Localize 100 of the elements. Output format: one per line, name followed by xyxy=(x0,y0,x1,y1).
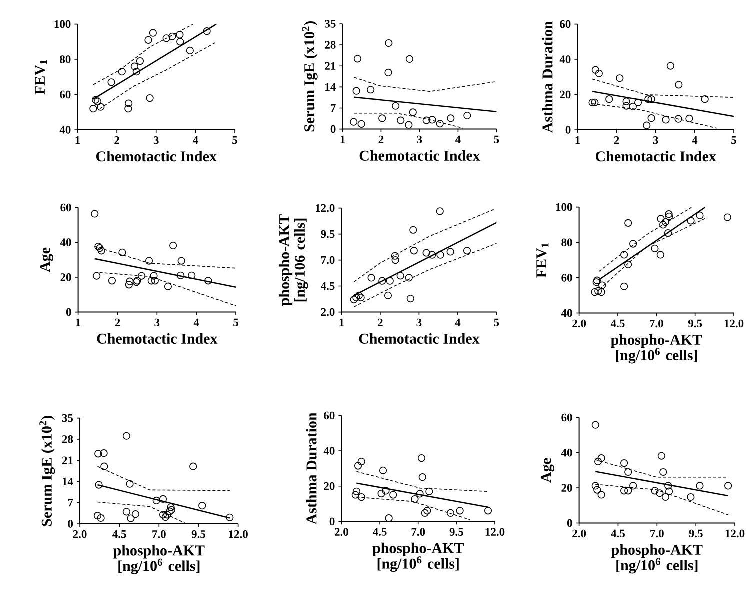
point xyxy=(436,208,444,216)
point xyxy=(198,502,206,510)
point xyxy=(132,510,140,518)
point xyxy=(358,120,366,128)
x-tick-label: 4.5 xyxy=(373,528,387,536)
point xyxy=(428,251,436,259)
point xyxy=(358,494,366,502)
point xyxy=(622,98,630,106)
y-tick-label: 0 xyxy=(566,126,571,134)
y-tick-label: 60 xyxy=(60,90,71,99)
point xyxy=(620,282,628,290)
x-tick-label: 4 xyxy=(194,318,200,326)
point xyxy=(594,458,602,466)
point xyxy=(620,251,628,259)
point xyxy=(92,96,100,104)
point xyxy=(386,277,394,285)
point xyxy=(144,36,152,44)
x-tick-label: 9.5 xyxy=(450,528,464,536)
y-axis-title: Asthma Duration xyxy=(542,21,553,134)
point xyxy=(656,251,664,259)
point xyxy=(634,98,642,106)
x-tick-label: 1 xyxy=(576,136,580,144)
point xyxy=(463,247,472,255)
point xyxy=(93,272,101,280)
line-series xyxy=(354,243,498,308)
point xyxy=(352,491,360,499)
point xyxy=(352,87,360,95)
point xyxy=(150,272,158,280)
point xyxy=(396,272,404,280)
x-tick-label: 3 xyxy=(154,136,159,144)
y-tick-label: 60 xyxy=(562,414,572,422)
y-tick-label: 35 xyxy=(325,20,336,28)
point xyxy=(108,277,116,285)
point xyxy=(406,294,414,303)
x-tick-label: 12.0 xyxy=(724,320,744,328)
point xyxy=(696,212,704,220)
point xyxy=(96,244,104,252)
point xyxy=(624,219,632,227)
point xyxy=(204,277,212,285)
y-tick-label: 14 xyxy=(62,478,74,486)
point xyxy=(98,247,106,255)
point xyxy=(350,118,358,126)
y-tick-label: 35 xyxy=(62,414,74,422)
point xyxy=(162,514,170,522)
point xyxy=(118,248,126,256)
point xyxy=(108,78,116,86)
y-tick-label: 80 xyxy=(562,238,572,246)
line-series xyxy=(354,208,496,283)
point xyxy=(598,288,606,296)
point xyxy=(657,215,665,223)
y-tick-label: 100 xyxy=(54,20,71,28)
x-axis-title: phospho-AKT [ng/10$^{6}$ cells] xyxy=(611,544,703,574)
x-tick-label: 12.0 xyxy=(726,530,745,538)
point xyxy=(176,31,184,39)
point xyxy=(392,256,400,264)
point xyxy=(446,509,455,518)
x-tick-label: 2.0 xyxy=(73,530,87,538)
point xyxy=(130,62,139,70)
y-tick-label: 0 xyxy=(330,125,336,134)
x-tick-label: 1 xyxy=(340,318,344,326)
point xyxy=(464,112,472,120)
point xyxy=(164,511,172,519)
x-axis-title: Chemotactic Index xyxy=(359,333,480,344)
point xyxy=(666,62,674,70)
y-tick-label: 0 xyxy=(68,520,74,528)
x-tick-label: 4 xyxy=(455,136,461,144)
line-series xyxy=(100,42,217,110)
point xyxy=(188,272,196,280)
point xyxy=(422,249,430,257)
point xyxy=(701,96,709,104)
point xyxy=(355,292,363,300)
point xyxy=(484,507,492,515)
x-tick-label: 2.0 xyxy=(572,530,586,538)
point xyxy=(724,214,732,222)
y-tick-label: 100 xyxy=(556,203,572,212)
point xyxy=(397,116,405,124)
x-axis-title: Chemotactic Index xyxy=(96,151,217,162)
point xyxy=(664,482,672,490)
point xyxy=(724,482,732,490)
point xyxy=(392,102,400,110)
y-tick-label: 2.0 xyxy=(321,308,335,316)
point xyxy=(606,96,614,104)
point xyxy=(203,28,211,36)
x-axis-title: phospho-AKT [ng/10$^{6}$ cells] xyxy=(372,542,464,572)
point xyxy=(162,34,170,42)
y-axis-title: Serum IgE (x10$^{2}$) xyxy=(302,22,318,132)
point xyxy=(622,102,630,110)
x-tick-label: 7.0 xyxy=(152,530,166,538)
y-tick-label: 60 xyxy=(560,20,571,28)
line-series xyxy=(354,77,498,92)
point xyxy=(151,277,159,285)
y-tick-label: 20 xyxy=(60,274,72,282)
point xyxy=(405,121,413,129)
y-tick-label: 40 xyxy=(561,309,572,318)
point xyxy=(598,282,606,290)
point xyxy=(385,514,393,522)
x-tick-label: 3 xyxy=(417,136,422,144)
point xyxy=(620,487,628,495)
point xyxy=(148,277,156,285)
line-series xyxy=(93,24,194,86)
